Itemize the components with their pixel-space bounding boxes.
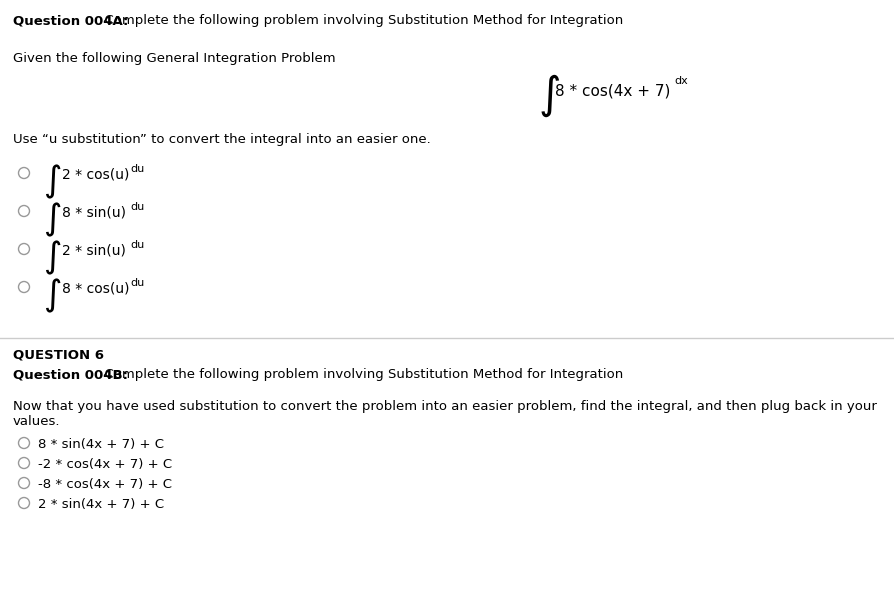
- Text: Use “u substitution” to convert the integral into an easier one.: Use “u substitution” to convert the inte…: [13, 133, 431, 146]
- Text: Question 004B:: Question 004B:: [13, 368, 128, 381]
- Text: $\int$: $\int$: [43, 239, 62, 277]
- Text: Given the following General Integration Problem: Given the following General Integration …: [13, 52, 335, 65]
- Text: du: du: [130, 164, 144, 174]
- Text: 8 * cos(4x + 7): 8 * cos(4x + 7): [555, 83, 670, 98]
- Text: $\int$: $\int$: [43, 163, 62, 201]
- Text: Complete the following problem involving Substitution Method for Integration: Complete the following problem involving…: [96, 14, 623, 27]
- Text: du: du: [130, 240, 144, 250]
- Text: Complete the following problem involving Substitution Method for Integration: Complete the following problem involving…: [96, 368, 623, 381]
- Text: $\int$: $\int$: [43, 201, 62, 239]
- Text: dx: dx: [674, 76, 687, 86]
- Text: 2 * sin(u): 2 * sin(u): [62, 244, 126, 258]
- Text: $\int$: $\int$: [538, 73, 560, 119]
- Text: du: du: [130, 278, 144, 288]
- Text: -2 * cos(4x + 7) + C: -2 * cos(4x + 7) + C: [38, 458, 173, 471]
- Text: Now that you have used substitution to convert the problem into an easier proble: Now that you have used substitution to c…: [13, 400, 877, 428]
- Text: 2 * sin(4x + 7) + C: 2 * sin(4x + 7) + C: [38, 498, 164, 511]
- Text: 8 * sin(4x + 7) + C: 8 * sin(4x + 7) + C: [38, 438, 164, 451]
- Text: du: du: [130, 202, 144, 212]
- Text: 8 * sin(u): 8 * sin(u): [62, 206, 126, 220]
- Text: QUESTION 6: QUESTION 6: [13, 348, 104, 361]
- Text: $\int$: $\int$: [43, 277, 62, 315]
- Text: 2 * cos(u): 2 * cos(u): [62, 168, 130, 182]
- Text: -8 * cos(4x + 7) + C: -8 * cos(4x + 7) + C: [38, 478, 172, 491]
- Text: Question 004A:: Question 004A:: [13, 14, 129, 27]
- Text: 8 * cos(u): 8 * cos(u): [62, 282, 130, 296]
